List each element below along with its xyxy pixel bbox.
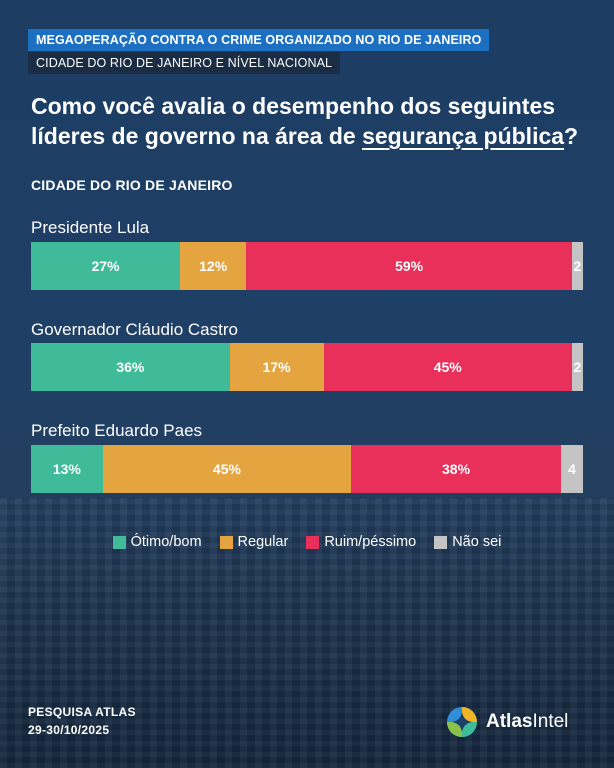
chart-legend: Ótimo/bom Regular Ruim/péssimo Não sei <box>0 534 614 550</box>
question-text: Como você avalia o desempenho dos seguin… <box>31 93 556 149</box>
leader-label-castro: Governador Cláudio Castro <box>31 320 238 339</box>
scope-tag: CIDADE DO RIO DE JANEIRO E NÍVEL NACIONA… <box>28 52 341 74</box>
legend-label-otimo-bom: Ótimo/bom <box>130 534 202 550</box>
legend-label-regular: Regular <box>237 534 289 550</box>
bar-castro: 36% 17% 45% 2 <box>31 343 583 391</box>
logo-wordmark-regular: Intel <box>532 711 569 732</box>
legend-swatch-regular <box>219 535 233 549</box>
legend-swatch-otimo-bom <box>112 535 126 549</box>
bar-paes: 13% 45% 38% 4 <box>31 445 583 493</box>
leader-label-lula: Presidente Lula <box>31 218 150 237</box>
bar-segment-castro-nao-sei: 2 <box>571 343 583 391</box>
atlas-logo-icon <box>447 707 477 737</box>
bar-segment-castro-ruim-pessimo: 45% <box>323 343 572 391</box>
logo-wordmark-bold: Atlas <box>486 711 533 732</box>
survey-source: PESQUISA ATLAS 29-30/10/2025 <box>28 703 136 739</box>
bar-segment-lula-ruim-pessimo: 59% <box>246 242 572 290</box>
bar-segment-paes-ruim-pessimo: 38% <box>351 445 561 493</box>
legend-swatch-nao-sei <box>434 535 448 549</box>
legend-item-ruim-pessimo: Ruim/péssimo <box>306 534 416 550</box>
question-highlight: segurança pública <box>362 123 565 149</box>
bar-segment-paes-nao-sei: 4 <box>560 445 583 493</box>
section-title: CIDADE DO RIO DE JANEIRO <box>31 177 233 193</box>
legend-label-nao-sei: Não sei <box>452 534 502 550</box>
question-title: Como você avalia o desempenho dos seguin… <box>31 91 591 151</box>
question-mark: ? <box>564 123 579 149</box>
legend-item-regular: Regular <box>219 534 289 550</box>
legend-item-otimo-bom: Ótimo/bom <box>112 534 202 550</box>
bar-segment-paes-regular: 45% <box>102 445 352 493</box>
logo-wordmark: AtlasIntel <box>486 711 568 733</box>
bar-segment-paes-otimo-bom: 13% <box>31 445 103 493</box>
bar-segment-lula-otimo-bom: 27% <box>31 242 181 290</box>
survey-name: PESQUISA ATLAS <box>28 705 136 719</box>
bar-segment-lula-regular: 12% <box>180 242 247 290</box>
legend-label-ruim-pessimo: Ruim/péssimo <box>324 534 417 550</box>
survey-dates: 29-30/10/2025 <box>28 723 110 737</box>
topic-tag: MEGAOPERAÇÃO CONTRA O CRIME ORGANIZADO N… <box>28 29 490 51</box>
bar-segment-lula-nao-sei: 2 <box>571 242 583 290</box>
bar-segment-castro-otimo-bom: 36% <box>31 343 230 391</box>
atlasintel-logo: AtlasIntel <box>446 706 568 738</box>
bar-segment-castro-regular: 17% <box>229 343 324 391</box>
legend-item-nao-sei: Não sei <box>434 534 501 550</box>
leader-label-paes: Prefeito Eduardo Paes <box>31 421 203 440</box>
legend-swatch-ruim-pessimo <box>306 535 320 549</box>
bar-lula: 27% 12% 59% 2 <box>31 242 583 290</box>
